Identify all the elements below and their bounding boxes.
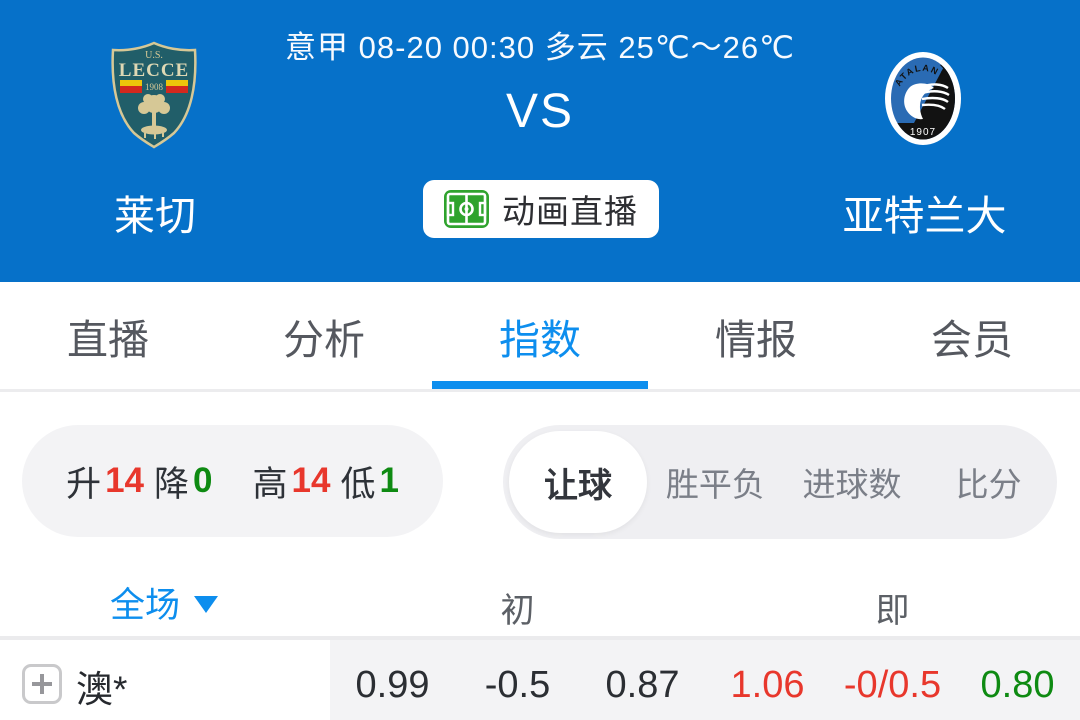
svg-text:U.S.: U.S. [145, 50, 163, 61]
odds-table-row[interactable]: 澳* 0.99 -0.5 0.87 1.06 -0/0.5 0.80 [0, 640, 1080, 720]
high-label: 高 [252, 464, 288, 504]
tab-live[interactable]: 直播 [67, 316, 149, 363]
market-tab-goals[interactable]: 进球数 [802, 466, 902, 503]
home-team-name: 莱切 [114, 193, 196, 239]
market-tab-handicap[interactable]: 让球 [509, 431, 647, 533]
svg-text:1908: 1908 [145, 82, 164, 92]
active-tab-underline [432, 381, 648, 389]
away-team-name: 亚特兰大 [842, 193, 1007, 239]
column-header-live: 即 [875, 592, 910, 630]
away-team-logo: ATALANTA 1907 [885, 52, 961, 145]
tab-odds[interactable]: 指数 [499, 316, 581, 363]
match-header: 意甲 08-20 00:30 多云 25℃～26℃ U.S. LECCE 190… [0, 0, 1080, 282]
lecce-tree-emblem [138, 94, 170, 139]
low-count: 1 [379, 461, 399, 500]
atalanta-head-emblem [904, 83, 950, 120]
period-filter-dropdown[interactable]: 全场 [110, 580, 219, 625]
animation-live-button[interactable]: 动画直播 [423, 180, 659, 238]
low-label: 低 [340, 464, 376, 504]
tab-intel[interactable]: 情报 [715, 316, 797, 363]
initial-away-odds: 0.87 [605, 663, 680, 706]
live-away-odds: 0.80 [980, 663, 1055, 706]
caret-down-icon [194, 595, 219, 613]
plus-icon-bar [40, 674, 44, 694]
drop-label: 降 [154, 464, 190, 504]
column-header-initial: 初 [500, 592, 535, 630]
animation-live-label: 动画直播 [502, 193, 638, 230]
high-count: 14 [291, 461, 331, 500]
live-handicap: -0/0.5 [843, 663, 942, 706]
odds-values: 0.99 -0.5 0.87 1.06 -0/0.5 0.80 [330, 640, 1080, 720]
tab-member[interactable]: 会员 [931, 316, 1013, 363]
bookmaker-name: 澳* [76, 669, 128, 710]
main-tabbar: 直播 分析 指数 情报 会员 [0, 282, 1080, 392]
drop-count: 0 [193, 461, 213, 500]
period-filter-label: 全场 [110, 585, 181, 625]
rise-count: 14 [105, 461, 145, 500]
vs-label: VS [505, 85, 575, 138]
market-tab-score[interactable]: 比分 [955, 466, 1022, 503]
svg-text:LECCE: LECCE [119, 60, 189, 81]
rise-label: 升 [66, 464, 102, 504]
initial-handicap: -0.5 [484, 663, 551, 706]
match-info-text: 意甲 08-20 00:30 多云 25℃～26℃ [285, 30, 795, 65]
market-type-segmented-control: 让球 胜平负 进球数 比分 [503, 425, 1057, 539]
home-team-logo: U.S. LECCE 1908 [111, 41, 197, 149]
football-pitch-icon [444, 190, 489, 228]
table-divider [0, 636, 1080, 640]
tab-analysis[interactable]: 分析 [283, 316, 365, 363]
market-tab-win-draw-lose[interactable]: 胜平负 [665, 466, 765, 503]
initial-home-odds: 0.99 [355, 663, 430, 706]
svg-text:1907: 1907 [910, 127, 936, 138]
expand-row-button[interactable] [22, 664, 62, 704]
live-home-odds: 1.06 [730, 663, 805, 706]
